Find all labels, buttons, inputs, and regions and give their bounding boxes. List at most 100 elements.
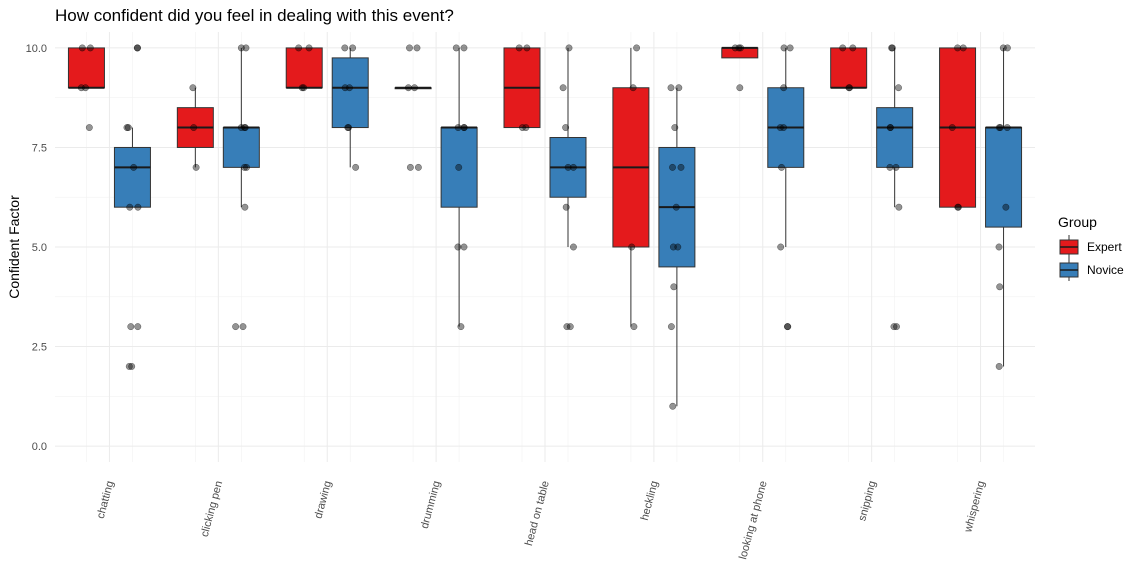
data-point [888,44,896,52]
data-point [454,124,462,132]
data-point [192,163,200,171]
data-point [776,124,784,132]
x-tick-label: chatting [95,480,117,520]
data-point [886,163,894,171]
legend-label: Novice [1087,263,1124,277]
data-point [305,44,313,52]
data-point [780,44,788,52]
data-point [519,124,526,132]
data-point [780,84,788,92]
data-point [404,84,412,92]
data-point [996,124,1004,132]
data-point [562,203,570,211]
data-point [134,203,142,211]
data-point [736,84,744,92]
data-point [564,163,572,171]
data-point [406,163,414,171]
data-point [232,323,240,331]
data-point [243,163,250,171]
data-point [1002,203,1010,211]
data-point [85,124,93,132]
data-point [454,243,462,251]
data-point [1003,124,1011,132]
data-point [345,124,353,132]
data-point [786,44,794,52]
data-point [295,44,303,52]
data-point [123,124,131,132]
data-point [671,124,679,132]
data-point [895,84,902,92]
data-point [411,84,418,92]
data-point [849,44,857,52]
x-tick-label: drawing [313,480,335,520]
data-point [78,44,86,52]
x-tick-label: looking at phone [737,480,769,561]
data-point [241,124,249,132]
data-point [241,203,249,211]
data-point [954,203,962,211]
data-point [413,44,421,52]
data-point [457,323,465,331]
y-axis-title: Confident Factor [6,195,22,299]
data-point [667,323,675,331]
x-tick-label: snipping [856,480,878,523]
data-point [241,163,248,171]
data-point [562,124,570,132]
data-point [737,44,745,52]
data-point [675,84,683,92]
y-tick-label: 0.0 [32,441,47,453]
box-novice [876,107,914,168]
x-tick-label: clicking pen [199,480,225,539]
data-point [630,323,638,331]
data-point [77,84,85,92]
data-point [948,124,956,132]
x-tick-label: head on table [523,480,552,548]
data-point [784,323,792,331]
data-point [190,124,198,132]
data-point [887,124,894,132]
data-point [995,243,1003,251]
data-point [731,44,739,52]
data-point [349,44,357,52]
legend-label: Expert [1087,240,1122,254]
data-point [414,163,422,171]
x-tick-label: drumming [419,480,443,530]
box-novice [440,127,478,208]
data-point [460,44,468,52]
y-tick-label: 7.5 [32,142,47,154]
box-expert [285,47,323,89]
data-point [1003,44,1011,52]
data-point [134,44,142,52]
data-point [127,323,135,331]
data-point [128,362,136,370]
data-point [778,163,785,171]
data-point [565,44,573,52]
box-novice [113,146,151,208]
data-point [839,44,847,52]
chart-title: How confident did you feel in dealing wi… [55,6,454,25]
data-point [341,44,349,52]
data-point [670,283,678,291]
data-point [777,243,785,251]
data-point [242,44,250,52]
data-point [460,124,468,132]
data-point [298,84,306,92]
data-point [846,84,854,92]
data-point [406,44,413,52]
data-point [346,84,353,92]
data-point [570,243,577,251]
data-point [674,243,682,251]
y-tick-label: 2.5 [32,342,47,354]
data-point [892,163,900,171]
data-point [995,362,1003,370]
data-point [455,163,463,171]
data-point [735,44,743,52]
data-point [628,243,636,251]
y-tick-label: 10.0 [26,43,47,55]
data-point [563,323,571,331]
box-novice [985,127,1023,228]
box-novice [331,57,369,129]
data-point [126,203,134,211]
data-point [890,323,898,331]
data-point [460,243,468,251]
